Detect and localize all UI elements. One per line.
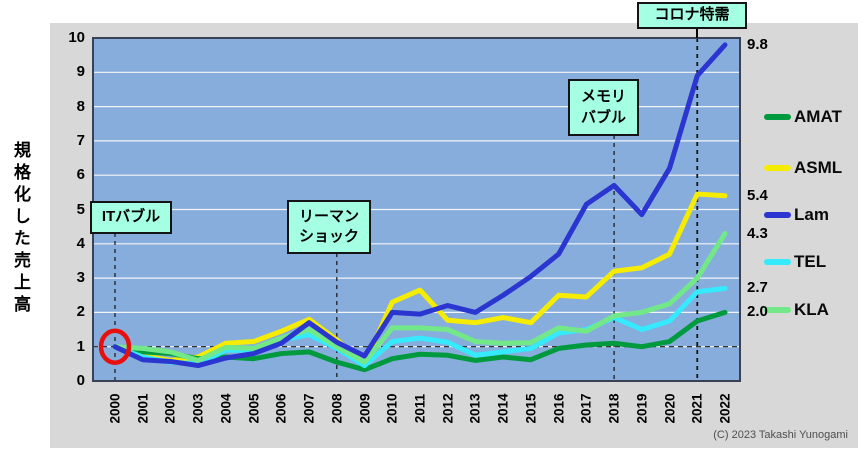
legend-swatch-KLA: [764, 307, 791, 313]
ytick-9: 9: [76, 63, 85, 81]
legend-item-AMAT: AMAT: [764, 107, 842, 127]
xlabel-2016: 2016: [551, 393, 567, 424]
series-line-KLA: [112, 231, 728, 365]
xlabel-2009: 2009: [357, 393, 373, 424]
callout-it-bubble: ITバブル: [90, 201, 172, 234]
series-line-Lam: [112, 42, 728, 369]
xlabel-2005: 2005: [246, 393, 262, 424]
xlabel-2004: 2004: [218, 393, 234, 424]
end-label-KLA: 4.3: [747, 224, 768, 242]
callout-corona-label: コロナ特需: [654, 6, 730, 24]
ytick-0: 0: [76, 372, 85, 389]
ytick-6: 6: [76, 166, 85, 184]
legend-label-ASML: ASML: [794, 158, 843, 177]
chart-panel: 0 1 2 3 4 5 6 7 8 9 10 2000 2001 2002 2003 2004 2005 200…: [50, 23, 858, 448]
xlabel-2008: 2008: [329, 393, 345, 424]
legend-label-Lam: Lam: [794, 205, 829, 224]
legend-swatch-Lam: [764, 212, 791, 218]
end-label-Lam: 9.8: [747, 35, 768, 53]
xlabel-2012: 2012: [440, 393, 456, 424]
ytick-7: 7: [76, 131, 85, 149]
legend-item-ASML: ASML: [764, 158, 842, 178]
legend-swatch-ASML: [764, 165, 791, 171]
xlabel-2013: 2013: [467, 393, 483, 424]
callout-memory-bubble: メモリ バブル: [568, 79, 639, 136]
y-axis-title: 規格化した売上高: [11, 141, 30, 317]
legend-item-KLA: KLA: [764, 300, 829, 320]
ytick-10: 10: [68, 29, 85, 46]
xlabel-2017: 2017: [578, 393, 594, 424]
ytick-3: 3: [76, 269, 85, 287]
ytick-2: 2: [76, 303, 85, 321]
end-label-ASML: 5.4: [747, 186, 768, 204]
xlabel-2014: 2014: [495, 393, 511, 424]
callout-memory-line2: バブル: [580, 108, 626, 126]
legend-swatch-AMAT: [764, 114, 791, 120]
end-label-TEL: 2.7: [747, 279, 768, 297]
xlabel-2003: 2003: [190, 393, 206, 424]
legend-item-Lam: Lam: [764, 205, 829, 225]
xlabel-2020: 2020: [662, 393, 678, 424]
plot-svg: [93, 38, 740, 381]
xlabel-2015: 2015: [523, 393, 539, 424]
xlabel-2011: 2011: [412, 393, 428, 424]
xlabel-2021: 2021: [689, 393, 705, 424]
legend-label-KLA: KLA: [794, 300, 829, 319]
series-line-ASML: [112, 191, 728, 367]
xlabel-2019: 2019: [634, 393, 650, 424]
xlabel-2002: 2002: [162, 393, 178, 424]
callout-it-bubble-label: ITバブル: [101, 208, 161, 226]
callout-corona-demand: コロナ特需: [637, 2, 747, 29]
legend-label-AMAT: AMAT: [794, 107, 842, 126]
series-line-AMAT: [112, 309, 728, 373]
xlabel-2000: 2000: [107, 393, 123, 424]
callout-lehman-shock: リーマン ショック: [287, 200, 371, 254]
series-line-TEL: [112, 285, 728, 369]
xlabel-2022: 2022: [717, 393, 733, 424]
callout-memory-line1: メモリ: [580, 88, 626, 106]
corona-dashed-stub: [696, 29, 698, 38]
callout-lehman-line1: リーマン: [298, 207, 359, 225]
legend-item-TEL: TEL: [764, 252, 826, 272]
ytick-5: 5: [76, 200, 85, 218]
plot-area: [92, 37, 741, 382]
xlabel-2018: 2018: [606, 393, 622, 424]
legend-label-TEL: TEL: [794, 252, 827, 271]
xlabel-2001: 2001: [135, 393, 151, 424]
ytick-8: 8: [76, 97, 85, 115]
legend-swatch-TEL: [764, 259, 791, 265]
xlabel-2007: 2007: [301, 393, 317, 424]
highlight-circle: [98, 328, 132, 365]
xlabel-2006: 2006: [273, 393, 289, 424]
ytick-1: 1: [76, 337, 85, 355]
copyright-text: (C) 2023 Takashi Yunogami: [713, 429, 848, 441]
callout-lehman-line2: ショック: [298, 228, 359, 245]
xlabel-2010: 2010: [384, 393, 400, 424]
ytick-4: 4: [76, 234, 85, 252]
end-label-AMAT: 2.0: [747, 303, 768, 321]
